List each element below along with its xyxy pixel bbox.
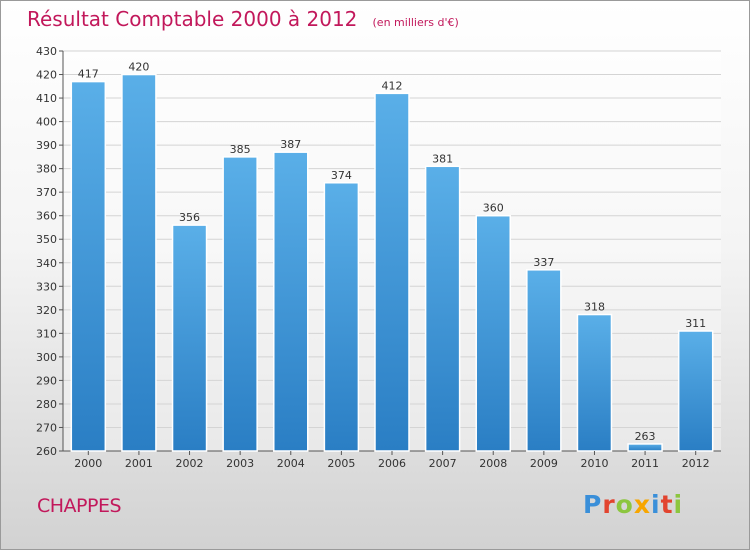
bar (576, 313, 613, 452)
logo-letter: x (633, 490, 651, 519)
data-label: 356 (179, 211, 200, 224)
x-tick-label: 2005 (327, 457, 355, 470)
x-tick-label: 2004 (277, 457, 305, 470)
chart-title: Résultat Comptable 2000 à 2012 (27, 7, 358, 31)
bar (526, 269, 562, 452)
proxiti-logo[interactable]: Proxiti (583, 490, 683, 519)
x-tick-label: 2000 (74, 457, 102, 470)
y-tick-label: 350 (36, 233, 57, 246)
logo-letter: P (583, 490, 603, 519)
bar (273, 151, 309, 452)
data-label: 417 (78, 68, 99, 81)
x-tick-label: 2010 (580, 457, 608, 470)
bar (121, 73, 157, 452)
x-tick-label: 2008 (479, 457, 507, 470)
y-tick-label: 390 (36, 139, 57, 152)
bar (323, 182, 360, 452)
data-label: 311 (685, 317, 706, 330)
x-tick-label: 2003 (226, 457, 254, 470)
y-tick-label: 380 (36, 163, 57, 176)
data-label: 263 (635, 430, 656, 443)
y-tick-label: 430 (36, 45, 57, 58)
x-tick-label: 2012 (682, 457, 710, 470)
data-label: 420 (128, 61, 149, 74)
y-tick-label: 270 (36, 421, 57, 434)
title-row: Résultat Comptable 2000 à 2012 (en milli… (27, 7, 459, 31)
y-tick-label: 370 (36, 186, 57, 199)
bar (222, 156, 258, 452)
data-label: 318 (584, 301, 605, 314)
bar (627, 443, 663, 452)
bar (424, 165, 461, 452)
bar (171, 224, 208, 452)
y-tick-label: 320 (36, 304, 57, 317)
logo-letter: i (651, 490, 661, 519)
x-tick-label: 2011 (631, 457, 659, 470)
chart-subtitle: (en milliers d'€) (372, 16, 459, 29)
y-tick-label: 300 (36, 351, 57, 364)
bar (677, 330, 714, 452)
y-tick-label: 420 (36, 69, 57, 82)
logo-letter: i (673, 490, 684, 519)
data-label: 337 (533, 256, 554, 269)
data-label: 387 (280, 138, 301, 151)
x-tick-label: 2002 (176, 457, 204, 470)
x-tick-label: 2001 (125, 457, 153, 470)
data-label: 412 (382, 79, 403, 92)
data-label: 360 (483, 202, 504, 215)
x-tick-label: 2009 (530, 457, 558, 470)
y-tick-label: 330 (36, 280, 57, 293)
x-tick-label: 2007 (429, 457, 457, 470)
y-tick-label: 400 (36, 116, 57, 129)
x-tick-label: 2006 (378, 457, 406, 470)
logo-letter: r (602, 490, 616, 519)
y-tick-label: 310 (36, 327, 57, 340)
y-tick-label: 360 (36, 210, 57, 223)
data-label: 385 (230, 143, 251, 156)
y-tick-label: 280 (36, 398, 57, 411)
logo-letter: t (660, 490, 674, 519)
bar (374, 92, 410, 452)
y-tick-label: 410 (36, 92, 57, 105)
y-tick-label: 340 (36, 257, 57, 270)
commune-name: CHAPPES (37, 495, 122, 517)
bar (475, 214, 511, 452)
data-label: 374 (331, 169, 352, 182)
y-tick-label: 290 (36, 374, 57, 387)
bar (70, 80, 107, 452)
data-label: 381 (432, 152, 453, 165)
y-tick-label: 260 (36, 445, 57, 458)
logo-letter: o (615, 490, 634, 519)
